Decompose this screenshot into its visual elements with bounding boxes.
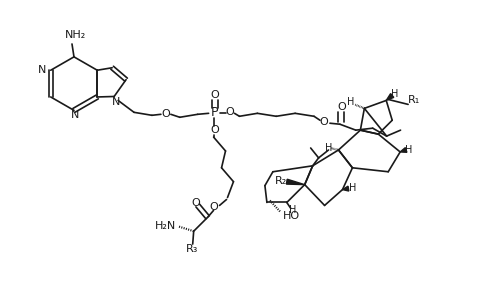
- Text: H: H: [390, 89, 398, 100]
- Text: O: O: [162, 109, 170, 119]
- Text: H: H: [406, 145, 413, 155]
- Text: R₂: R₂: [274, 176, 287, 186]
- Text: H₂N: H₂N: [155, 221, 176, 231]
- Text: N: N: [38, 65, 46, 75]
- Text: H: H: [348, 183, 356, 193]
- Text: O: O: [225, 107, 234, 117]
- Text: O: O: [192, 198, 200, 208]
- Text: P: P: [211, 106, 218, 119]
- Text: NH₂: NH₂: [66, 30, 86, 40]
- Text: O: O: [210, 125, 219, 135]
- Text: R₃: R₃: [186, 244, 198, 254]
- Text: N: N: [71, 110, 79, 120]
- Polygon shape: [286, 179, 304, 185]
- Text: H: H: [347, 97, 354, 108]
- Text: R₁: R₁: [408, 96, 420, 105]
- Polygon shape: [400, 148, 407, 152]
- Text: O: O: [210, 91, 219, 100]
- Text: HO: HO: [283, 211, 300, 221]
- Text: O: O: [320, 117, 328, 127]
- Text: O: O: [338, 102, 346, 113]
- Text: O: O: [209, 202, 218, 212]
- Text: N: N: [112, 97, 120, 108]
- Text: H: H: [289, 205, 296, 215]
- Polygon shape: [386, 93, 394, 100]
- Text: H: H: [325, 143, 332, 153]
- Polygon shape: [342, 186, 349, 191]
